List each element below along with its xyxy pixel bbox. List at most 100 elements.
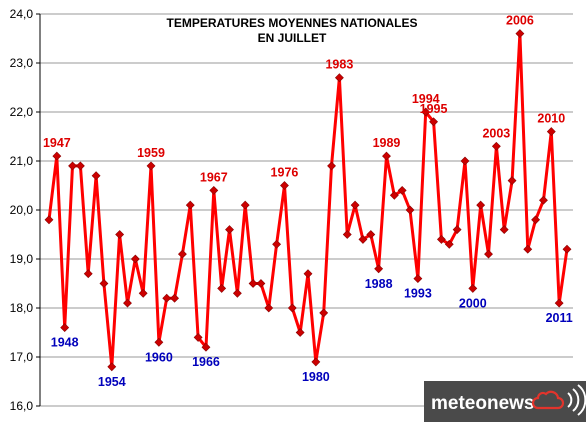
annotation-high-year: 1967 bbox=[200, 170, 228, 184]
year-annotations: 1947 1948 1954 1959 1960 1966 1967 1976 1980 1983… bbox=[43, 14, 573, 389]
data-point bbox=[358, 234, 368, 244]
y-tick-label: 23,0 bbox=[10, 56, 34, 70]
data-point bbox=[225, 225, 234, 235]
annotation-high-year: 1959 bbox=[137, 146, 165, 160]
chart-title-line-2: EN JUILLET bbox=[258, 31, 327, 45]
signal-icon bbox=[567, 384, 586, 416]
annotation-low-year: 1948 bbox=[51, 336, 79, 350]
data-point bbox=[248, 279, 258, 288]
data-point bbox=[405, 205, 415, 215]
data-point bbox=[334, 73, 344, 83]
data-point bbox=[327, 161, 336, 171]
data-point bbox=[295, 328, 305, 337]
annotation-high-year: 1976 bbox=[271, 166, 299, 180]
data-point bbox=[130, 254, 140, 264]
data-point bbox=[287, 303, 297, 313]
annotation-low-year: 1980 bbox=[302, 370, 330, 384]
annotation-low-year: 1960 bbox=[145, 350, 173, 364]
series-line bbox=[47, 32, 569, 369]
annotation-high-year: 1947 bbox=[43, 136, 71, 150]
data-point bbox=[83, 269, 93, 279]
data-point bbox=[491, 141, 501, 151]
data-point bbox=[115, 230, 125, 239]
logo-text: meteonews bbox=[431, 393, 534, 414]
y-tick-label: 21,0 bbox=[10, 154, 34, 168]
chart-title: TEMPERATURES MOYENNES NATIONALES EN JUIL… bbox=[167, 16, 418, 45]
data-point bbox=[256, 279, 266, 288]
data-point bbox=[389, 190, 399, 200]
annotation-high-year: 1989 bbox=[373, 136, 401, 150]
data-point bbox=[382, 151, 391, 161]
annotation-low-year: 2000 bbox=[459, 296, 487, 310]
data-point bbox=[68, 161, 77, 171]
data-point bbox=[280, 181, 289, 190]
data-point bbox=[476, 200, 486, 210]
data-point bbox=[484, 249, 493, 259]
chart-title-line-1: TEMPERATURES MOYENNES NATIONALES bbox=[167, 16, 418, 30]
data-point bbox=[452, 225, 462, 235]
data-point bbox=[185, 200, 195, 210]
data-point bbox=[499, 225, 509, 235]
annotation-high-year: 1994 bbox=[412, 92, 440, 106]
data-point bbox=[311, 357, 321, 367]
meteonews-logo: meteonews bbox=[424, 381, 586, 422]
y-tick-label: 16,0 bbox=[10, 399, 34, 413]
data-point bbox=[264, 303, 274, 313]
data-point bbox=[546, 127, 556, 137]
data-point bbox=[44, 215, 54, 225]
annotation-low-year: 2011 bbox=[546, 311, 573, 325]
data-point bbox=[272, 239, 282, 249]
data-point bbox=[162, 293, 172, 303]
annotation-low-year: 1954 bbox=[98, 375, 126, 389]
annotation-high-year: 2006 bbox=[506, 14, 534, 28]
data-point bbox=[232, 288, 242, 298]
data-point bbox=[177, 249, 187, 259]
data-point bbox=[413, 274, 423, 284]
data-point bbox=[562, 244, 572, 254]
data-point bbox=[303, 269, 313, 279]
data-point bbox=[342, 230, 352, 239]
annotation-high-year: 1995 bbox=[420, 102, 448, 116]
data-point bbox=[366, 230, 376, 239]
data-point bbox=[107, 362, 117, 372]
annotation-high-year: 1983 bbox=[325, 58, 353, 72]
data-point bbox=[554, 298, 564, 308]
data-point bbox=[240, 200, 250, 210]
gridlines bbox=[40, 13, 573, 407]
data-point bbox=[374, 264, 384, 274]
data-point bbox=[138, 288, 148, 298]
data-point bbox=[460, 156, 470, 166]
data-point bbox=[146, 161, 156, 171]
data-point bbox=[429, 117, 439, 127]
y-tick-label: 17,0 bbox=[10, 350, 34, 364]
y-tick-label: 18,0 bbox=[10, 301, 34, 315]
y-tick-label: 19,0 bbox=[10, 252, 34, 266]
data-point bbox=[421, 107, 431, 117]
data-point bbox=[539, 195, 548, 205]
data-point bbox=[60, 323, 70, 333]
data-point bbox=[515, 29, 525, 39]
y-tick-label: 24,0 bbox=[10, 7, 34, 21]
data-point-markers bbox=[44, 29, 572, 372]
data-point bbox=[154, 337, 164, 347]
data-point bbox=[201, 342, 211, 352]
data-point bbox=[319, 308, 329, 318]
data-point bbox=[217, 283, 227, 293]
data-point bbox=[193, 332, 203, 342]
data-point bbox=[91, 171, 101, 181]
data-point bbox=[531, 215, 541, 225]
data-point bbox=[75, 161, 85, 171]
cloud-icon bbox=[531, 390, 565, 410]
data-point bbox=[99, 279, 109, 288]
data-point bbox=[507, 176, 517, 186]
data-point bbox=[468, 283, 478, 293]
data-point bbox=[170, 293, 180, 303]
y-tick-label: 20,0 bbox=[10, 203, 34, 217]
data-point bbox=[52, 151, 62, 161]
annotation-low-year: 1993 bbox=[404, 287, 432, 301]
annotation-low-year: 1988 bbox=[365, 277, 393, 291]
y-tick-label: 22,0 bbox=[10, 105, 34, 119]
data-point bbox=[350, 200, 360, 210]
